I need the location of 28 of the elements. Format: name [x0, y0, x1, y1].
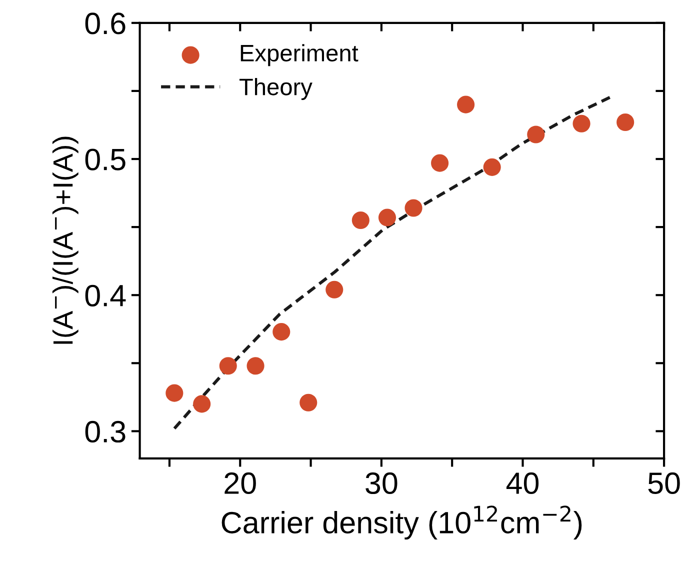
point	[219, 357, 237, 375]
point	[272, 323, 290, 341]
y-tick-label: 0.3	[85, 420, 126, 443]
point	[527, 126, 545, 144]
point	[300, 394, 318, 412]
x-tick-label: 50	[648, 472, 680, 494]
legend-label: Experiment	[240, 44, 358, 66]
point	[166, 384, 184, 402]
point	[572, 114, 590, 132]
point	[378, 208, 396, 226]
point	[404, 199, 422, 217]
point	[431, 154, 449, 172]
x-tick-label: 30	[366, 472, 398, 494]
y-tick-label: 0.6	[85, 12, 126, 34]
point	[352, 211, 370, 230]
point	[246, 357, 264, 375]
point	[326, 280, 344, 298]
point	[483, 158, 501, 176]
point	[616, 113, 634, 132]
point	[193, 395, 211, 413]
x-tick-label: 20	[224, 472, 256, 494]
y-tick-label: 0.4	[85, 284, 126, 306]
y-axis-title: I(A$^{−}$)/(I(A$^{−}$)+I(A))	[52, 136, 78, 344]
x-axis-title: Carrier density (10$^{12}$cm$^{−2}$)	[222, 506, 582, 540]
legend-label: Theory	[240, 78, 312, 100]
y-tick-label: 0.5	[85, 148, 126, 170]
point	[457, 96, 475, 114]
x-tick-label: 40	[506, 472, 539, 494]
